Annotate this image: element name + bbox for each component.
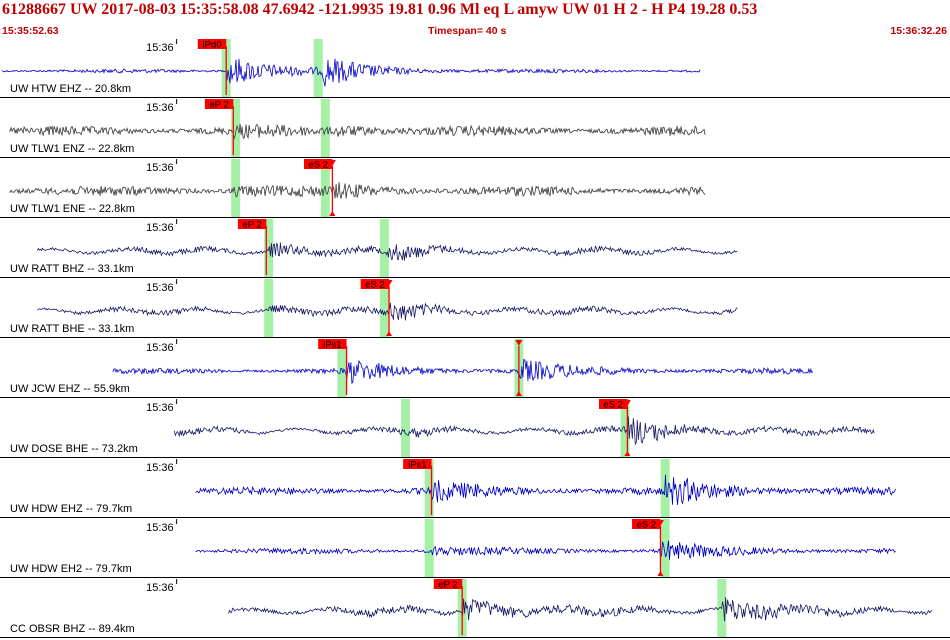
seismogram-panel: 15:36 iPd0 UW HTW EHZ -- 20.8km 15:36 eP 2 UW… [0, 39, 950, 638]
waveform-trace [228, 597, 932, 622]
minute-tick-label: 15:36 [146, 42, 174, 54]
header-bar: 61288667 UW 2017-08-03 15:35:58.08 47.69… [0, 0, 950, 40]
minute-tick-label: 15:36 [146, 102, 174, 114]
event-title: 61288667 UW 2017-08-03 15:35:58.08 47.69… [2, 1, 758, 18]
pick-arrow-up [515, 391, 522, 396]
trace-row: 15:36 eS 2 UW RATT BHE -- 33.1km [0, 279, 950, 338]
minute-tick-label: 15:36 [146, 402, 174, 414]
pick-window [231, 99, 241, 157]
pick-window [264, 279, 274, 337]
pick-label-box [599, 399, 628, 409]
pick-arrow-up [624, 451, 631, 456]
minute-tick-label: 15:36 [146, 282, 174, 294]
pick-arrow-up [386, 331, 393, 336]
waveform-trace [195, 540, 896, 560]
trace-row: 15:36 eP 2 UW TLW1 ENZ -- 22.8km [0, 99, 950, 158]
pick-label-box [318, 339, 347, 349]
station-label: UW RATT BHE -- 33.1km [10, 323, 134, 335]
pick-window [379, 279, 389, 337]
pick-label-box [433, 579, 463, 589]
pick-window [379, 219, 389, 277]
station-label: UW JCW EHZ -- 55.9km [10, 383, 130, 395]
end-time: 15:36:32.26 [890, 25, 947, 37]
pick-label: iPs1 [408, 460, 426, 471]
waveform-trace [112, 358, 814, 385]
pick-label-box [197, 39, 227, 49]
waveform-trace [9, 182, 706, 199]
minute-tick-label: 15:36 [146, 462, 174, 474]
pick-label-box [360, 279, 390, 289]
waveform-trace [37, 302, 738, 321]
station-label: UW TLW1 ENZ -- 22.8km [10, 143, 134, 155]
pick-arrow-down [515, 340, 523, 346]
station-label: UW RATT BHZ -- 33.1km [10, 263, 134, 275]
pick-label-box [237, 219, 267, 229]
station-label: UW HDW EH2 -- 79.7km [10, 563, 132, 575]
waveform-trace [1, 58, 701, 87]
waveform-trace [37, 242, 738, 261]
pick-label-box [403, 459, 432, 469]
pick-window [401, 399, 411, 457]
pick-label: iPs1 [323, 340, 341, 351]
minute-tick-label: 15:36 [146, 342, 174, 354]
pick-label: eS 2 [308, 160, 328, 171]
waveform-trace [9, 123, 706, 141]
trace-row: 15:36 eS 2 UW DOSE BHE -- 73.2km [0, 399, 950, 458]
trace-row: 15:36 eS 2 UW TLW1 ENE -- 22.8km [0, 159, 950, 218]
pick-window [660, 519, 670, 577]
trace-row: 15:36 iPs1 UW JCW EHZ -- 55.9km [0, 339, 950, 398]
pick-label: eS 2 [603, 400, 623, 411]
pick-window [620, 399, 630, 457]
pick-label-box [304, 159, 333, 169]
pick-window [337, 339, 347, 397]
trace-row: 15:36 eP 2 UW RATT BHZ -- 33.1km [0, 219, 950, 278]
minute-tick-label: 15:36 [146, 582, 174, 594]
start-time: 15:35:52.63 [2, 25, 59, 37]
waveform-trace [173, 416, 875, 446]
pick-label: eP 2 [209, 100, 228, 111]
pick-window [320, 99, 330, 157]
trace-row: 15:36 iPs1 UW HDW EHZ -- 79.7km [0, 459, 950, 518]
pick-label: eP 2 [242, 220, 261, 231]
trace-row: 15:36 eP 2 CC OBSR BHZ -- 89.4km [0, 579, 950, 638]
pick-label: eP 2 [438, 580, 457, 591]
station-label: UW TLW1 ENE -- 22.8km [10, 203, 135, 215]
pick-label-box [632, 519, 661, 529]
station-label: UW HDW EHZ -- 79.7km [10, 503, 132, 515]
trace-row: 15:36 eS 2 UW HDW EH2 -- 79.7km [0, 519, 950, 578]
pick-label: eS 2 [365, 280, 385, 291]
minute-tick-label: 15:36 [146, 222, 174, 234]
pick-arrow-up [657, 571, 664, 576]
pick-window [424, 519, 434, 577]
pick-window [231, 159, 241, 217]
pick-arrow-up [329, 211, 336, 216]
timespan-label: Timespan= 40 s [428, 25, 507, 37]
pick-window [424, 459, 434, 517]
pick-window [313, 39, 323, 97]
station-label: CC OBSR BHZ -- 89.4km [10, 623, 135, 635]
trace-row: 15:36 iPd0 UW HTW EHZ -- 20.8km [0, 39, 950, 98]
pick-label: eS 2 [636, 520, 656, 531]
station-label: UW DOSE BHE -- 73.2km [10, 443, 138, 455]
minute-tick-label: 15:36 [146, 522, 174, 534]
station-label: UW HTW EHZ -- 20.8km [10, 83, 131, 95]
pick-label-box [204, 99, 234, 109]
minute-tick-label: 15:36 [146, 162, 174, 174]
waveform-trace [195, 474, 896, 505]
pick-label: iPd0 [202, 40, 221, 51]
